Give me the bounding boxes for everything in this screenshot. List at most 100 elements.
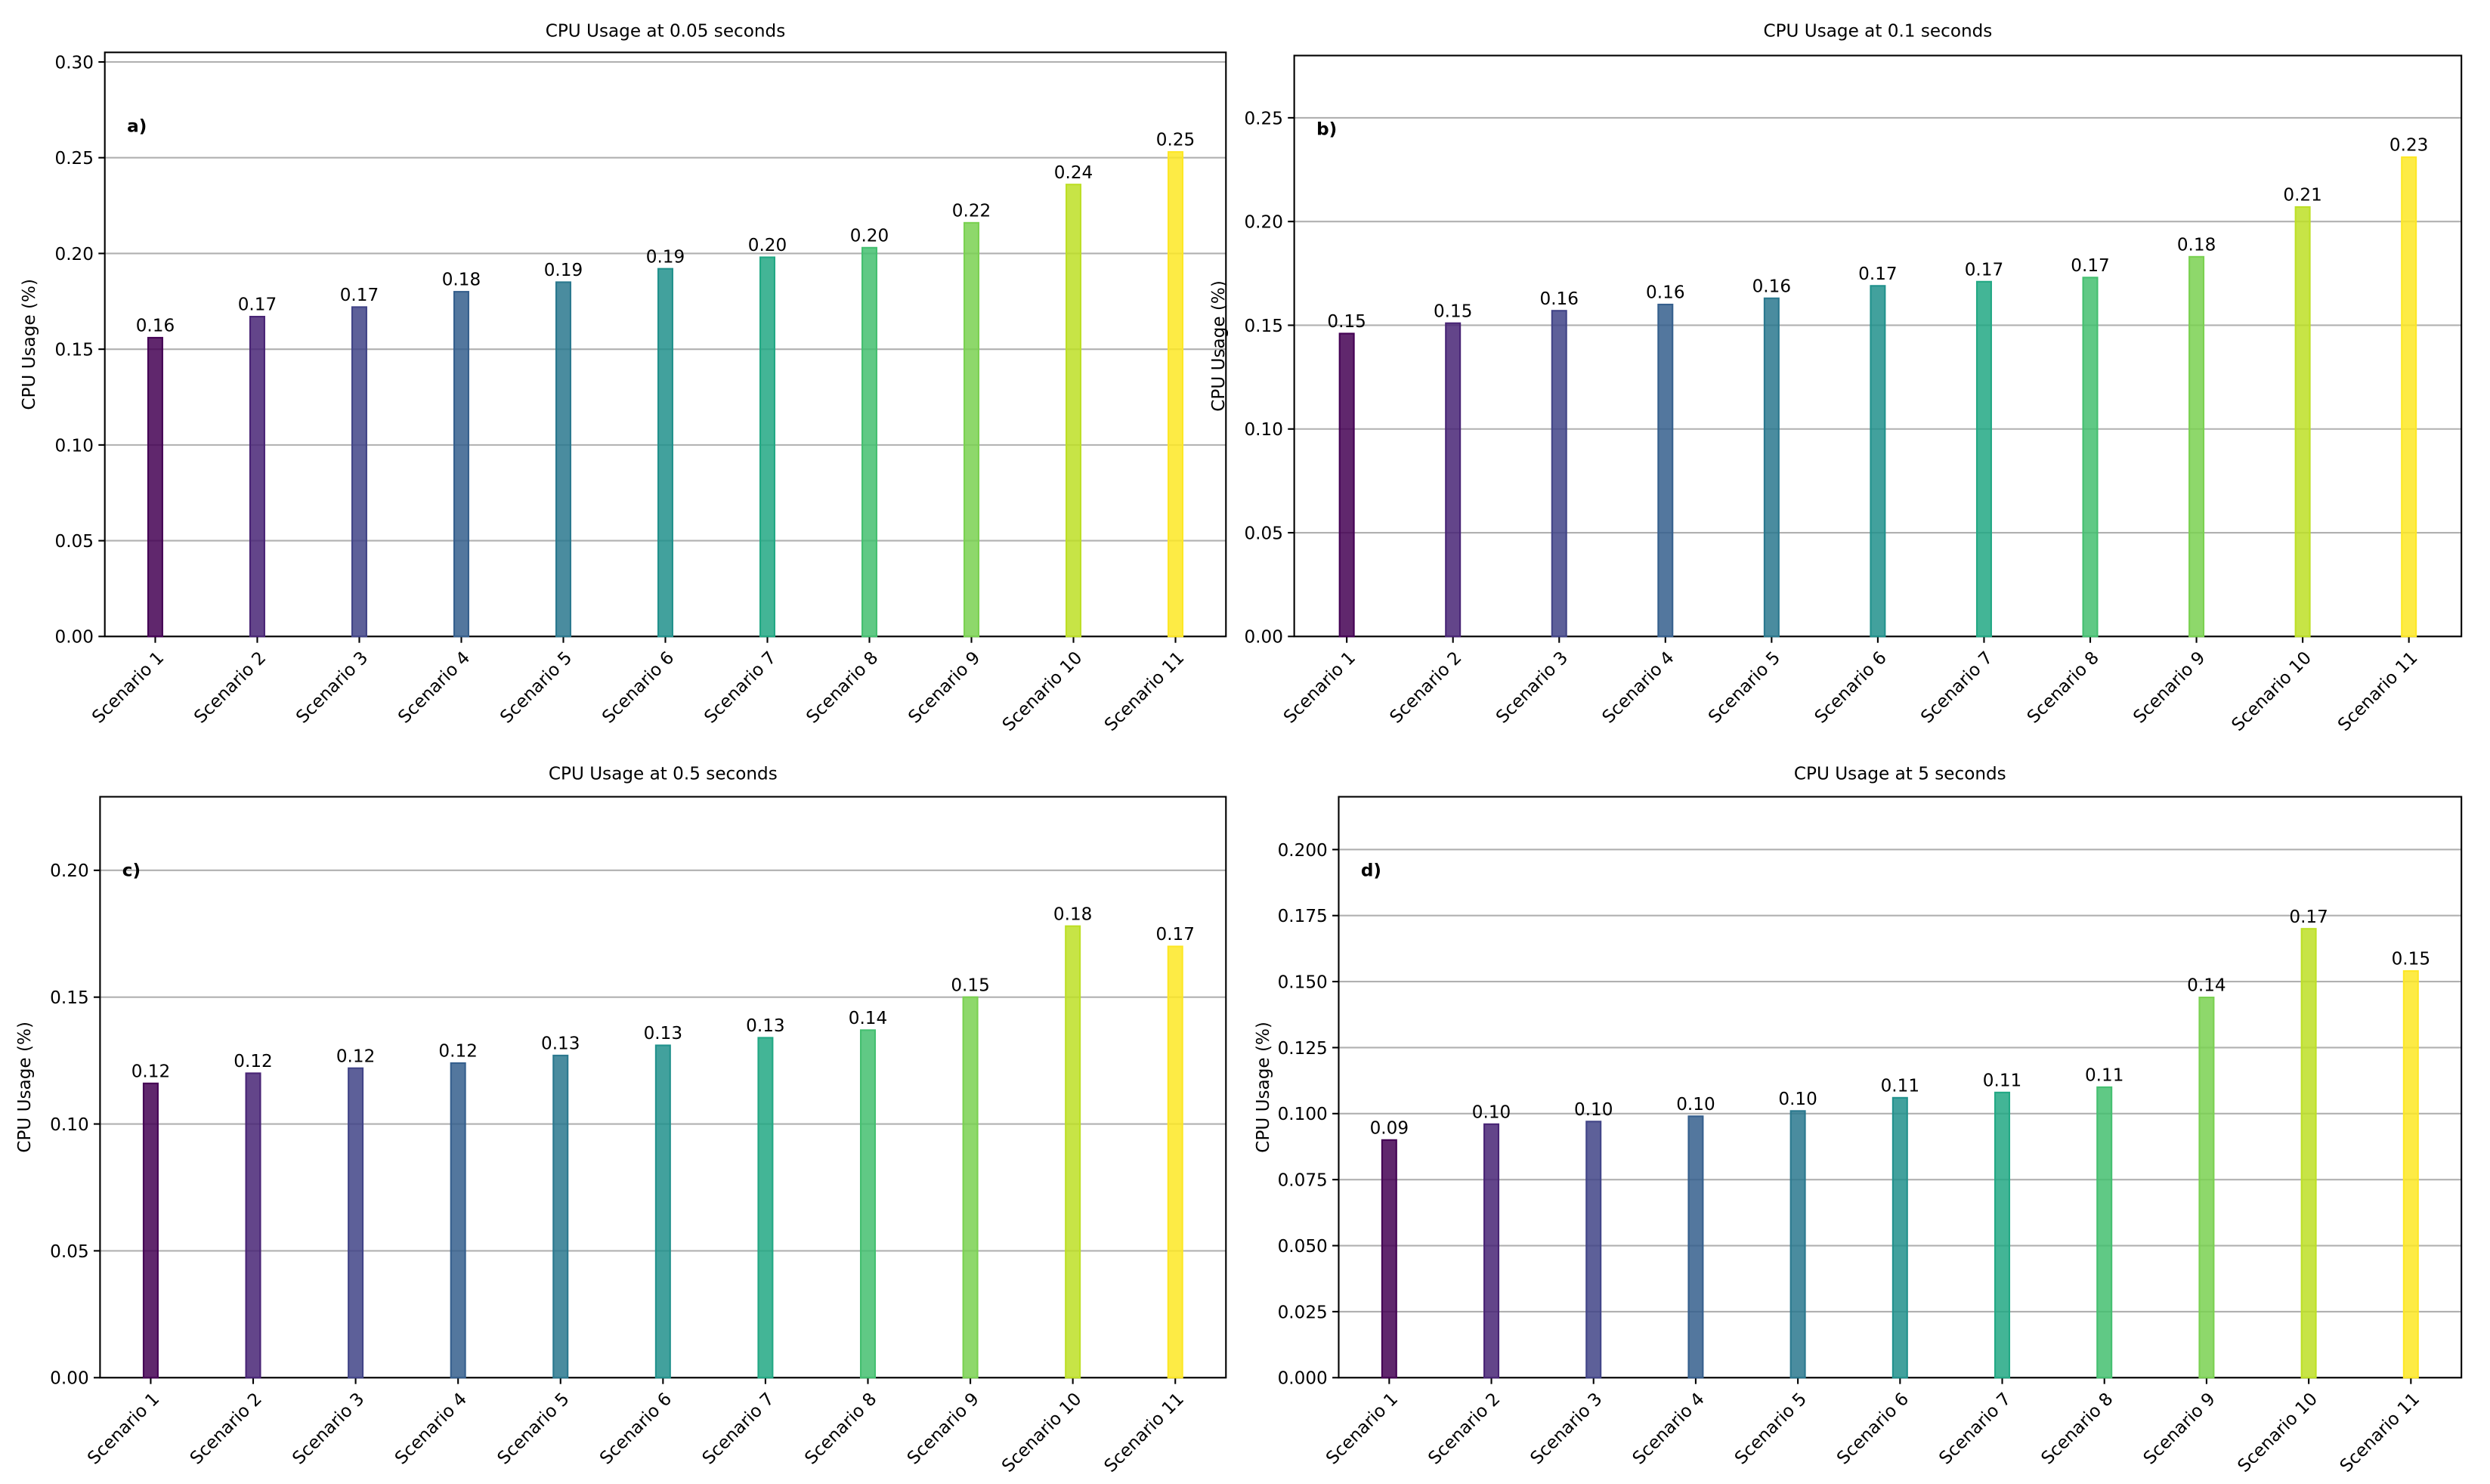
bar xyxy=(2401,156,2417,638)
value-label: 0.13 xyxy=(644,1024,682,1043)
x-tick-label: Scenario 3 xyxy=(1492,648,1572,728)
x-tick-label: Scenario 5 xyxy=(1731,1390,1811,1469)
bar xyxy=(1994,1091,2011,1379)
y-tick-label: 0.000 xyxy=(1278,1369,1328,1389)
x-tick-label: Scenario 8 xyxy=(801,1390,880,1469)
y-tick-label: 0.20 xyxy=(50,861,88,881)
x-tick-label: Scenario 11 xyxy=(2337,1390,2423,1476)
chart-title: CPU Usage at 5 seconds xyxy=(1794,764,2006,784)
value-label: 0.24 xyxy=(1054,163,1093,183)
y-tick-label: 0.175 xyxy=(1278,907,1328,926)
x-tick-label: Scenario 11 xyxy=(1101,1390,1188,1476)
bar xyxy=(1066,184,1082,638)
bar xyxy=(1167,945,1183,1379)
panel-label: a) xyxy=(127,116,147,136)
value-label: 0.10 xyxy=(1778,1090,1817,1109)
y-tick-label: 0.025 xyxy=(1278,1303,1328,1322)
value-label: 0.13 xyxy=(746,1016,784,1036)
x-tick-label: Scenario 4 xyxy=(391,1390,471,1469)
y-tick-label: 0.20 xyxy=(55,245,94,264)
x-tick-label: Scenario 7 xyxy=(701,648,780,728)
x-tick-label: Scenario 6 xyxy=(1811,648,1891,728)
x-tick-label: Scenario 10 xyxy=(998,1390,1085,1476)
y-tick-label: 0.15 xyxy=(1244,317,1282,336)
y-tick-label: 0.15 xyxy=(55,341,94,360)
bar xyxy=(859,1029,877,1379)
y-tick-label: 0.25 xyxy=(1244,109,1282,128)
y-tick-label: 0.20 xyxy=(1244,213,1282,233)
y-tick-label: 0.10 xyxy=(55,436,94,456)
bar xyxy=(552,1054,569,1379)
value-label: 0.14 xyxy=(2187,976,2226,996)
y-axis-label: CPU Usage (%) xyxy=(1209,280,1229,412)
y-tick-label: 0.125 xyxy=(1278,1039,1328,1059)
value-label: 0.16 xyxy=(1752,277,1791,296)
y-tick-label: 0.30 xyxy=(55,53,94,73)
x-tick-label: Scenario 1 xyxy=(88,648,168,728)
y-axis-label: CPU Usage (%) xyxy=(15,1022,35,1153)
x-tick-label: Scenario 8 xyxy=(2038,1390,2117,1469)
bar xyxy=(450,1062,466,1379)
value-label: 0.13 xyxy=(541,1034,580,1054)
bar xyxy=(964,221,980,638)
bar xyxy=(1065,925,1081,1379)
value-label: 0.15 xyxy=(951,975,989,995)
x-tick-label: Scenario 9 xyxy=(905,648,984,728)
bar xyxy=(348,1067,364,1379)
bar xyxy=(861,246,878,638)
x-tick-label: Scenario 2 xyxy=(1387,648,1466,728)
value-label: 0.12 xyxy=(131,1062,170,1081)
y-tick-label: 0.200 xyxy=(1278,841,1328,861)
value-label: 0.15 xyxy=(1327,312,1366,332)
x-tick-label: Scenario 5 xyxy=(496,648,576,728)
y-tick-label: 0.150 xyxy=(1278,972,1328,992)
value-label: 0.17 xyxy=(2289,907,2328,927)
x-tick-label: Scenario 3 xyxy=(292,648,372,728)
x-tick-label: Scenario 8 xyxy=(2024,648,2103,728)
bar xyxy=(147,336,163,638)
bar xyxy=(2188,255,2205,638)
bar xyxy=(2294,206,2311,638)
x-tick-label: Scenario 9 xyxy=(2140,1390,2219,1469)
y-axis-label: CPU Usage (%) xyxy=(1254,1022,1273,1153)
y-tick-label: 0.05 xyxy=(55,532,94,552)
y-tick-label: 0.075 xyxy=(1278,1171,1328,1191)
value-label: 0.18 xyxy=(2177,235,2216,255)
x-tick-label: Scenario 7 xyxy=(1917,648,1997,728)
x-tick-label: Scenario 2 xyxy=(190,648,270,728)
bar xyxy=(2402,970,2419,1379)
value-label: 0.25 xyxy=(1156,131,1195,150)
bar xyxy=(654,1044,671,1379)
value-label: 0.21 xyxy=(2283,186,2321,206)
bar xyxy=(249,316,265,638)
x-tick-label: Scenario 5 xyxy=(494,1390,574,1469)
panel-label: d) xyxy=(1361,861,1381,880)
bar xyxy=(1789,1110,1806,1379)
value-label: 0.17 xyxy=(1155,925,1194,945)
value-label: 0.14 xyxy=(849,1009,887,1028)
y-tick-label: 0.05 xyxy=(50,1242,88,1262)
value-label: 0.12 xyxy=(438,1042,477,1062)
bar xyxy=(2096,1086,2113,1379)
bar xyxy=(657,267,673,638)
value-label: 0.18 xyxy=(442,271,481,290)
bar xyxy=(1585,1121,1602,1379)
bar xyxy=(1891,1096,1908,1379)
value-label: 0.18 xyxy=(1053,904,1092,924)
value-label: 0.17 xyxy=(238,295,277,315)
bar xyxy=(1445,322,1462,638)
value-label: 0.11 xyxy=(2085,1065,2123,1085)
value-label: 0.19 xyxy=(646,247,685,267)
chart-title: CPU Usage at 0.1 seconds xyxy=(1763,21,1992,41)
value-label: 0.10 xyxy=(1676,1095,1715,1115)
value-label: 0.20 xyxy=(850,226,889,246)
x-tick-label: Scenario 1 xyxy=(84,1390,163,1469)
x-tick-label: Scenario 11 xyxy=(2334,648,2421,735)
x-tick-label: Scenario 7 xyxy=(699,1390,778,1469)
bar xyxy=(1381,1139,1397,1379)
x-tick-label: Scenario 11 xyxy=(1101,648,1188,735)
value-label: 0.16 xyxy=(136,317,175,336)
bar xyxy=(2082,277,2099,638)
